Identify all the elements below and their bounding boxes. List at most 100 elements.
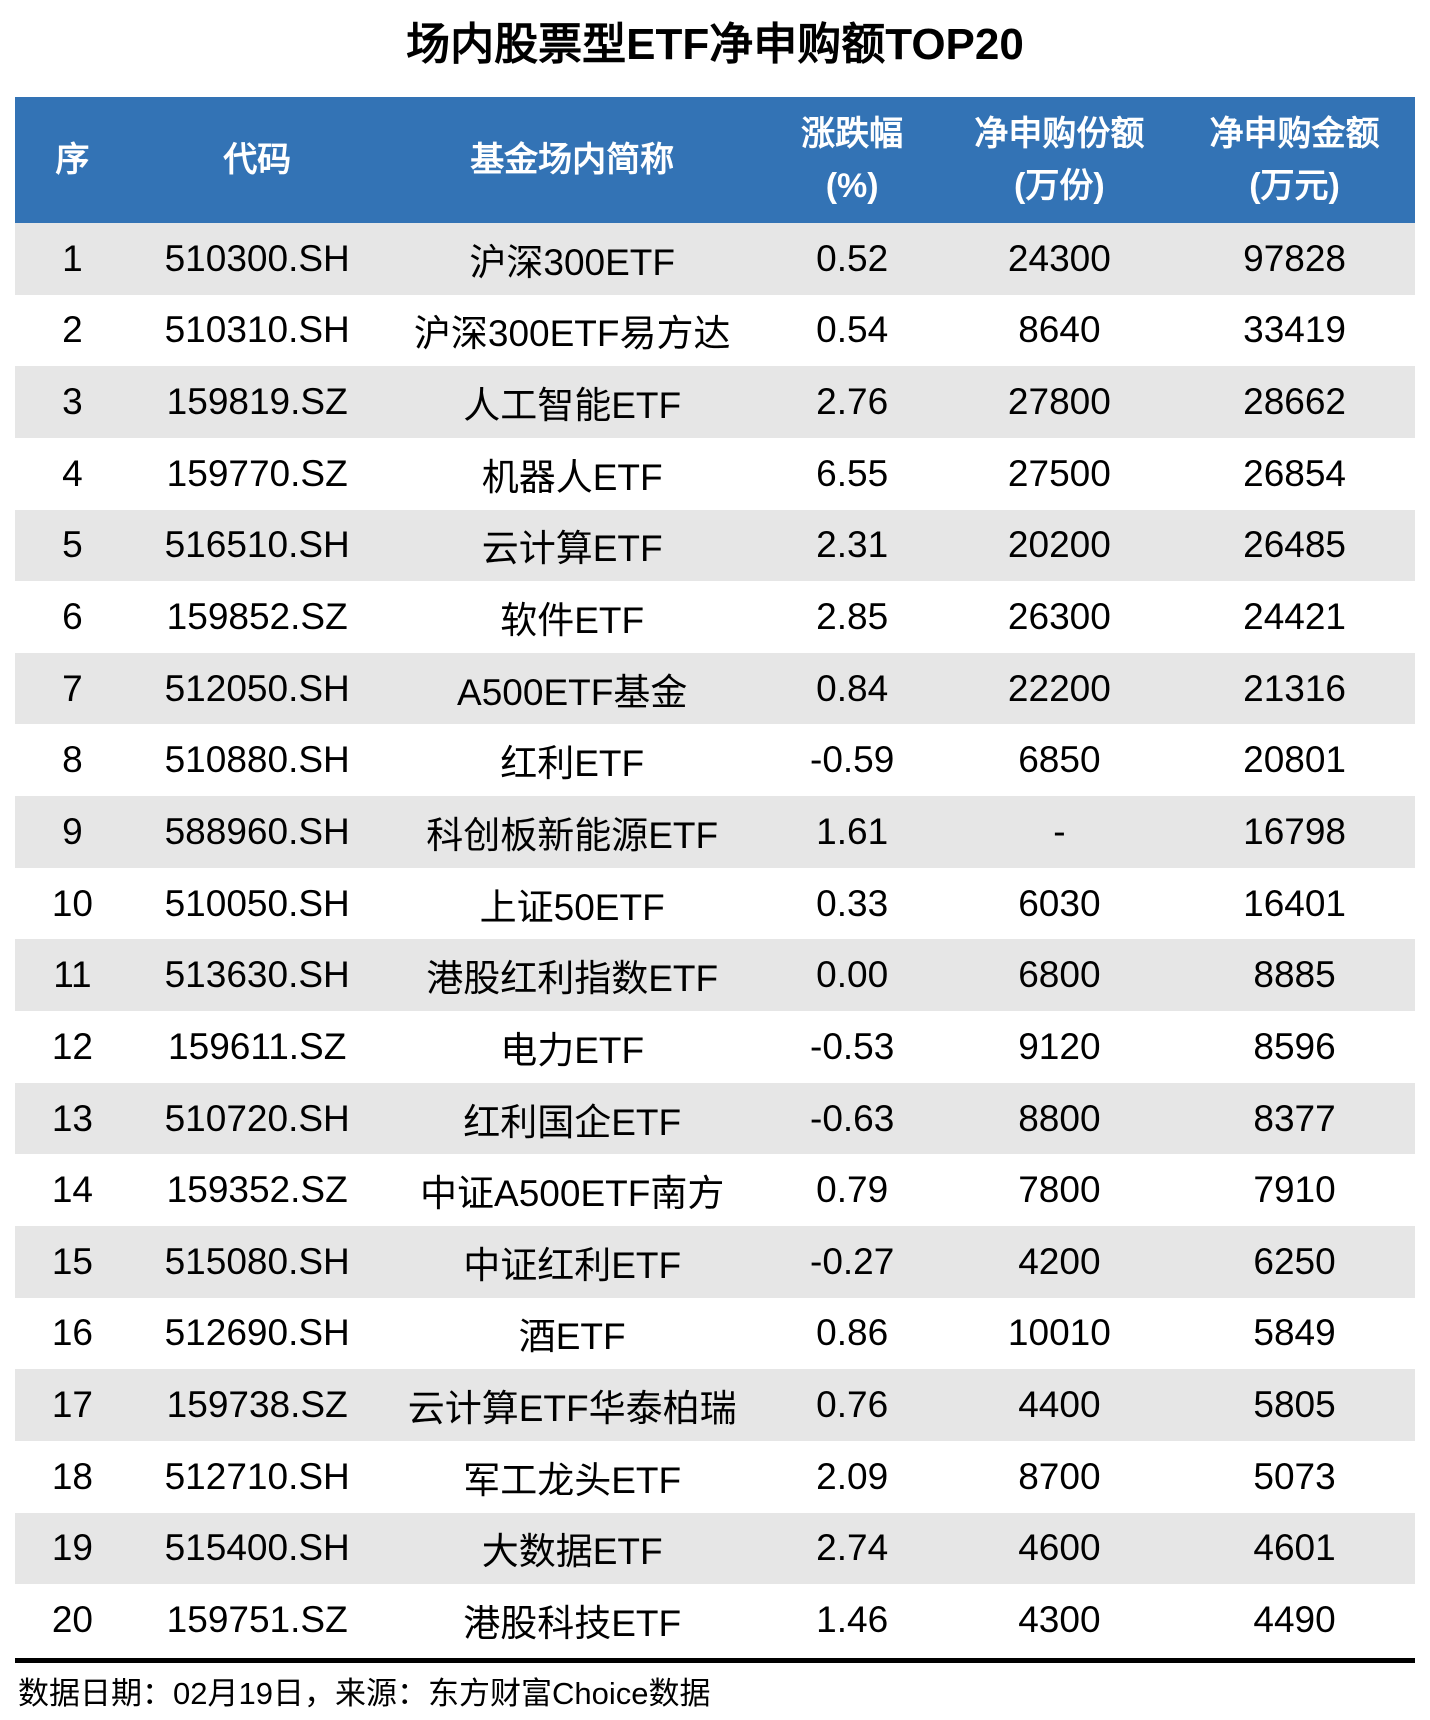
- cell-code: 159819.SZ: [166, 381, 348, 423]
- cell-fund-name: 酒ETF: [518, 1316, 626, 1358]
- cell-change-pct: 0.84: [816, 667, 889, 709]
- table-row: 5 516510.SH 云计算ETF 2.31 20200 26485: [15, 509, 1415, 582]
- cell-rank: 17: [51, 1384, 93, 1426]
- cell-rank: 11: [53, 954, 92, 996]
- cell-net-subscription-shares: 6800: [1018, 954, 1101, 996]
- cell-fund-name: 红利ETF: [500, 743, 645, 785]
- cell-net-subscription-shares: 10010: [1007, 1312, 1111, 1354]
- cell-code: 510310.SH: [164, 309, 350, 351]
- cell-net-subscription-shares: 4200: [1018, 1240, 1101, 1282]
- cell-net-subscription-amount: 7910: [1253, 1169, 1336, 1211]
- cell-net-subscription-shares: 8700: [1018, 1455, 1101, 1497]
- table-row: 3 159819.SZ 人工智能ETF 2.76 27800 28662: [15, 366, 1415, 438]
- cell-change-pct: 6.55: [816, 452, 889, 494]
- cell-change-pct: 2.85: [816, 596, 889, 638]
- cell-net-subscription-amount: 20801: [1243, 739, 1347, 781]
- cell-rank: 7: [62, 667, 83, 709]
- cell-rank: 4: [62, 452, 83, 494]
- cell-change-pct: -0.63: [810, 1097, 895, 1139]
- table-row: 20 159751.SZ 港股科技ETF 1.46 4300 4490: [15, 1584, 1415, 1656]
- table-row: 16 512690.SH 酒ETF 0.86 10010 5849: [15, 1297, 1415, 1370]
- cell-net-subscription-amount: 28662: [1243, 381, 1347, 423]
- cell-net-subscription-amount: 4490: [1253, 1598, 1336, 1640]
- table-row: 19 515400.SH 大数据ETF 2.74 4600 4601: [15, 1512, 1415, 1585]
- cell-change-pct: 0.86: [816, 1312, 889, 1354]
- cell-fund-name: 大数据ETF: [481, 1531, 663, 1573]
- cell-rank: 15: [51, 1240, 93, 1282]
- cell-net-subscription-shares: 6030: [1018, 882, 1101, 924]
- cell-rank: 16: [51, 1312, 93, 1354]
- cell-rank: 19: [51, 1527, 93, 1569]
- cell-net-subscription-shares: 27500: [1007, 452, 1111, 494]
- table-row: 14 159352.SZ 中证A500ETF南方 0.79 7800 7910: [15, 1154, 1415, 1226]
- cell-change-pct: 2.74: [816, 1527, 889, 1569]
- cell-code: 515080.SH: [164, 1240, 350, 1282]
- cell-fund-name: 云计算ETF: [481, 528, 663, 570]
- cell-net-subscription-shares: 27800: [1007, 381, 1111, 423]
- cell-change-pct: 0.76: [816, 1384, 889, 1426]
- header-cell-code: 代码: [130, 97, 385, 223]
- header-label: 序: [55, 141, 90, 179]
- cell-net-subscription-amount: 26854: [1243, 452, 1347, 494]
- header-label: 涨跌幅: [801, 115, 904, 153]
- table-row: 8 510880.SH 红利ETF -0.59 6850 20801: [15, 724, 1415, 797]
- cell-fund-name: 红利国企ETF: [463, 1101, 682, 1143]
- table-row: 9 588960.SH 科创板新能源ETF 1.61 - 16798: [15, 796, 1415, 868]
- table-row: 7 512050.SH A500ETF基金 0.84 22200 21316: [15, 652, 1415, 725]
- table-header-row: 序 代码 基金场内简称 涨跌幅 (%) 净申购份额 (万份) 净申购金额 (万元…: [15, 97, 1415, 223]
- cell-fund-name: 军工龙头ETF: [463, 1459, 682, 1501]
- cell-code: 512710.SH: [164, 1455, 350, 1497]
- cell-change-pct: -0.27: [810, 1240, 895, 1282]
- cell-change-pct: 0.33: [816, 882, 889, 924]
- header-label: 净申购金额: [1209, 115, 1380, 153]
- cell-fund-name: 人工智能ETF: [463, 385, 682, 427]
- cell-change-pct: 2.09: [816, 1455, 889, 1497]
- cell-net-subscription-shares: 4300: [1018, 1598, 1101, 1640]
- cell-net-subscription-shares: 4400: [1018, 1384, 1101, 1426]
- header-sublabel: (万份): [1014, 167, 1105, 205]
- cell-net-subscription-shares: 26300: [1007, 596, 1111, 638]
- etf-top20-table: 序 代码 基金场内简称 涨跌幅 (%) 净申购份额 (万份) 净申购金额 (万元…: [15, 97, 1415, 1656]
- cell-change-pct: 0.79: [816, 1169, 889, 1211]
- cell-net-subscription-amount: 5849: [1253, 1312, 1336, 1354]
- cell-net-subscription-amount: 33419: [1243, 309, 1347, 351]
- cell-code: 159352.SZ: [166, 1169, 348, 1211]
- cell-change-pct: 2.76: [816, 381, 889, 423]
- cell-rank: 9: [62, 810, 83, 852]
- table-row: 11 513630.SH 港股红利指数ETF 0.00 6800 8885: [15, 939, 1415, 1012]
- cell-rank: 1: [62, 237, 83, 279]
- header-label: 基金场内简称: [470, 141, 675, 179]
- cell-code: 159611.SZ: [168, 1025, 347, 1067]
- cell-rank: 5: [62, 524, 83, 566]
- cell-fund-name: 港股科技ETF: [463, 1602, 682, 1644]
- cell-fund-name: 中证A500ETF南方: [420, 1173, 725, 1215]
- table-body: 1 510300.SH 沪深300ETF 0.52 24300 97828 2 …: [15, 223, 1415, 1656]
- cell-net-subscription-shares: 8640: [1018, 309, 1101, 351]
- cell-change-pct: -0.59: [810, 739, 895, 781]
- cell-rank: 18: [51, 1455, 93, 1497]
- cell-net-subscription-amount: 5073: [1253, 1455, 1336, 1497]
- cell-rank: 14: [51, 1169, 93, 1211]
- header-label: 代码: [223, 141, 292, 179]
- page-title: 场内股票型ETF净申购额TOP20: [406, 20, 1024, 69]
- cell-rank: 10: [51, 882, 93, 924]
- cell-code: 510720.SH: [164, 1097, 350, 1139]
- cell-net-subscription-amount: 6250: [1253, 1240, 1336, 1282]
- cell-change-pct: 1.46: [816, 1598, 889, 1640]
- cell-change-pct: 0.00: [816, 954, 889, 996]
- cell-net-subscription-shares: 9120: [1018, 1025, 1101, 1067]
- cell-code: 512050.SH: [164, 667, 350, 709]
- header-sublabel: (万元): [1249, 167, 1340, 205]
- cell-fund-name: 中证红利ETF: [463, 1244, 682, 1286]
- cell-rank: 12: [51, 1025, 93, 1067]
- cell-code: 159738.SZ: [166, 1384, 348, 1426]
- table-row: 15 515080.SH 中证红利ETF -0.27 4200 6250: [15, 1225, 1415, 1298]
- cell-net-subscription-amount: 5805: [1253, 1384, 1336, 1426]
- cell-net-subscription-amount: 4601: [1253, 1527, 1336, 1569]
- cell-net-subscription-shares: 22200: [1007, 667, 1111, 709]
- cell-fund-name: 沪深300ETF: [469, 241, 675, 283]
- cell-change-pct: 2.31: [816, 524, 889, 566]
- table-row: 2 510310.SH 沪深300ETF易方达 0.54 8640 33419: [15, 294, 1415, 367]
- cell-change-pct: 0.54: [816, 309, 889, 351]
- cell-net-subscription-amount: 8885: [1253, 954, 1336, 996]
